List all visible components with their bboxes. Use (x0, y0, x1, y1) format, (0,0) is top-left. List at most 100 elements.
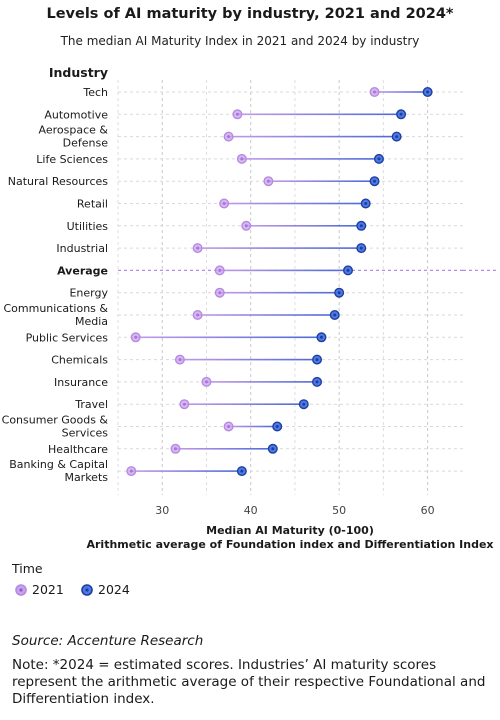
industry-row: Chemicals (51, 354, 463, 367)
industry-row: Travel (74, 398, 463, 411)
category-label: Tech (82, 86, 108, 99)
point-2021-core (244, 224, 248, 228)
point-2021-core (235, 112, 239, 116)
point-2021-core (196, 246, 200, 250)
x-tick-label: 40 (244, 504, 258, 517)
industry-row: Utilities (67, 220, 463, 233)
point-2024-core (426, 90, 430, 94)
industry-row: Aerospace & Defense (39, 124, 463, 150)
legend-item-2024: 2024 (80, 582, 130, 597)
point-2024-core (271, 447, 275, 451)
point-2021-core (218, 268, 222, 272)
point-2021-core (204, 380, 208, 384)
legend-label-2021: 2021 (32, 582, 64, 597)
x-axis-title: Median AI Maturity (0-100) (206, 524, 374, 537)
industry-row: Life Sciences (36, 153, 463, 166)
category-label-line: Services (62, 427, 109, 440)
legend-label-2024: 2024 (98, 582, 130, 597)
industry-row: Public Services (26, 331, 463, 344)
category-label: Banking & Capital Markets (9, 458, 108, 484)
point-2021-core (182, 402, 186, 406)
chart-title: Levels of AI maturity by industry, 2021 … (46, 6, 454, 22)
connector-line (228, 135, 397, 138)
category-label-line: Aerospace & (39, 124, 109, 137)
category-label: Natural Resources (8, 175, 109, 188)
point-2024-core (302, 402, 306, 406)
category-label-line: Average (57, 264, 108, 277)
category-label: Utilities (67, 220, 109, 233)
industry-row: Industrial (56, 242, 463, 255)
connector-line (241, 158, 379, 160)
category-label-line: Public Services (26, 331, 109, 344)
category-label: Insurance (54, 376, 108, 389)
point-2021-core (222, 202, 226, 205)
industry-row: Consumer Goods & Services (2, 414, 463, 440)
legend-title: Time (12, 561, 43, 576)
point-2021-core (129, 469, 133, 473)
connector-line (246, 225, 362, 227)
category-label: Life Sciences (36, 153, 108, 166)
connector-line (135, 336, 322, 339)
point-2021-core (227, 135, 231, 139)
connector-line (179, 358, 318, 361)
connector-line (219, 291, 340, 294)
category-label-line: Travel (74, 398, 108, 411)
chart-subtitle: The median AI Maturity Index in 2021 and… (60, 34, 420, 48)
source-text: Source: Accenture Research (12, 633, 204, 649)
category-label-line: Industrial (56, 242, 108, 255)
connector-line (184, 403, 304, 405)
category-label: Retail (77, 198, 108, 211)
connector-line (237, 113, 402, 116)
plot-area (118, 80, 463, 495)
category-label-line: Tech (82, 86, 108, 99)
point-2024-core (373, 179, 377, 183)
point-2024-core (315, 380, 319, 384)
category-label: Consumer Goods & Services (2, 414, 109, 440)
x-tick-label: 50 (332, 504, 346, 517)
connector-line (197, 247, 362, 249)
point-2024-core (337, 291, 341, 295)
industry-row: Banking & Capital Markets (9, 458, 463, 484)
category-label: Healthcare (48, 443, 108, 456)
point-2021-core (373, 90, 377, 94)
industry-row: Tech (82, 86, 463, 99)
industry-row: Energy (69, 287, 463, 300)
category-label-line: Retail (77, 198, 108, 211)
connector-line (131, 470, 242, 472)
category-label-line: Natural Resources (8, 175, 109, 188)
category-label-line: Utilities (67, 220, 109, 233)
category-label: Energy (69, 287, 108, 300)
point-2021-core (240, 157, 244, 161)
connector-line (228, 425, 278, 428)
point-2021-core (178, 358, 182, 362)
connector-line (219, 269, 348, 272)
note-text: Note: *2024 = estimated scores. Industri… (12, 657, 486, 707)
point-2021-core (218, 291, 222, 295)
point-2021-core (196, 313, 200, 317)
dumbbell-chart: Industry Tech Automotive Aerospace & Defense… (2, 65, 496, 551)
point-2024-core (346, 268, 350, 272)
category-label-line: Energy (69, 287, 108, 300)
point-2024-core (359, 246, 363, 250)
category-label: Aerospace & Defense (39, 124, 109, 150)
legend-marker-2024 (81, 583, 93, 596)
legend-item-2021: 2021 (14, 582, 64, 597)
point-2024-core (275, 425, 279, 428)
x-axis-subtitle: Arithmetic average of Foundation index a… (86, 538, 493, 551)
category-label-line: Communications & (3, 302, 108, 315)
point-2024-core (315, 358, 319, 362)
average-row: Average (57, 264, 496, 277)
point-2021-core (266, 179, 270, 183)
y-axis-title: Industry (49, 65, 108, 80)
point-2021-core (174, 447, 177, 451)
connector-line (206, 381, 318, 383)
category-label-line: Banking & Capital (9, 458, 108, 471)
industry-row: Natural Resources (8, 175, 463, 188)
category-label-line: Insurance (54, 376, 108, 389)
point-2024-core (240, 469, 244, 473)
category-label-line: Healthcare (48, 443, 108, 456)
industry-row: Healthcare (48, 443, 463, 456)
category-label: Automotive (44, 108, 108, 121)
category-label: Public Services (26, 331, 109, 344)
category-label-line: Life Sciences (36, 153, 108, 166)
